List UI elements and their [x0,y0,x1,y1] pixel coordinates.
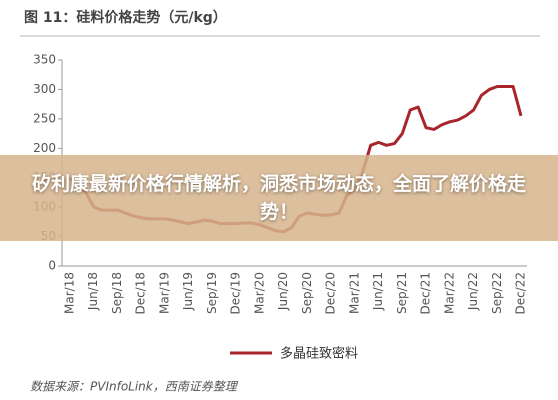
x-tick-label: Mar/21 [347,272,361,314]
x-tick-label: Mar/19 [157,272,171,314]
x-tick-label: Sep/18 [110,272,124,314]
banner-text: 矽利康最新价格行情解析，洞悉市场动态，全面了解价格走势！ [31,173,526,223]
x-tick-label: Jun/19 [181,272,195,311]
x-tick-label: Sep/21 [395,272,409,314]
x-tick-label: Mar/18 [63,272,77,314]
y-tick-label: 0 [48,259,56,273]
chart-title: 图 11：硅料价格走势（元/kg） [24,9,227,26]
x-tick-label: Dec/20 [324,272,338,315]
x-tick-label: Dec/22 [514,272,528,315]
legend-label: 多晶硅致密料 [280,346,358,362]
y-tick-label: 200 [33,141,56,155]
x-tick-label: Jun/18 [86,272,100,311]
x-tick-label: Mar/22 [442,272,456,314]
x-tick-label: Dec/21 [419,272,433,315]
banner: 矽利康最新价格行情解析，洞悉市场动态，全面了解价格走势！ [0,155,558,241]
x-tick-label: Dec/18 [134,272,148,315]
y-tick-label: 350 [33,53,56,67]
y-tick-label: 300 [33,82,56,96]
source-note: 数据来源：PVInfoLink，西南证券整理 [30,380,239,394]
y-tick-label: 250 [33,111,56,125]
x-tick-label: Jun/22 [466,272,480,311]
x-tick-label: Dec/19 [229,272,243,315]
x-tick-label: Sep/20 [300,272,314,314]
x-tick-label: Jun/20 [276,272,290,311]
x-tick-label: Mar/20 [252,272,266,314]
x-tick-label: Jun/21 [371,272,385,311]
x-tick-label: Sep/19 [205,272,219,314]
x-tick-label: Sep/22 [490,272,504,314]
